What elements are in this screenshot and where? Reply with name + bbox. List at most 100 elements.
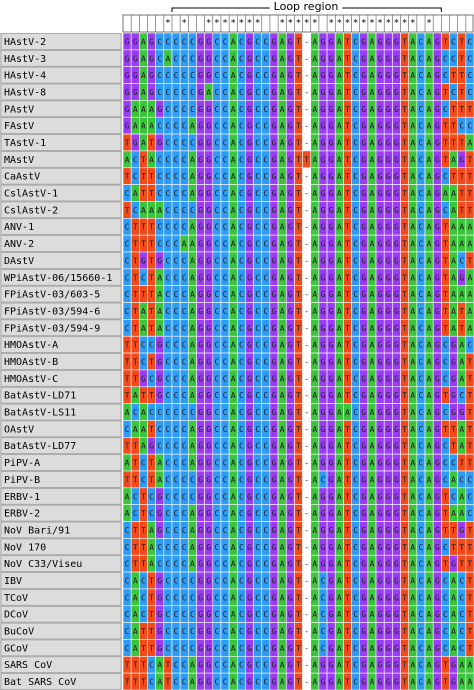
name-cell bbox=[0, 218, 122, 236]
name-cell bbox=[0, 252, 122, 269]
sequence-name: PiPV-B bbox=[4, 475, 40, 486]
name-cell bbox=[0, 302, 122, 320]
sequence-name: BatAstV-LD71 bbox=[4, 391, 76, 402]
name-cell bbox=[0, 555, 122, 572]
conservation-marks: * * ******* ***** *********** * bbox=[124, 19, 472, 29]
sequence-name: HMOAstV-C bbox=[4, 374, 58, 385]
sequence-name: HAstV-8 bbox=[4, 87, 46, 98]
sequence: GAAACCCCAGGCCACGCCGAGT-AGGATCGAGGGTACAGT… bbox=[125, 122, 473, 131]
name-cell bbox=[0, 66, 122, 84]
name-cell bbox=[0, 49, 122, 67]
sequence: TTAGCCCCAGGCCACGCCGAGT-AGGATCGAGGGTACAGC… bbox=[125, 442, 473, 451]
name-cell bbox=[0, 589, 122, 606]
sequence-name: SARS CoV bbox=[4, 660, 52, 671]
sequence-name: PAstV bbox=[4, 104, 34, 115]
sequence: CTTTCCCAAGGCCACGCCGAGT-AGGATCGAGGGTACAGT… bbox=[125, 240, 473, 249]
name-cell bbox=[0, 83, 122, 101]
sequence: ACTCGCCCAGGCCACGCCGAGT-AGGATCGAGGGTACAGT… bbox=[125, 509, 473, 518]
sequence-name: Bat SARS CoV bbox=[4, 677, 76, 688]
sequence: TTCTACCCCGGCCACGCCGAGT-ACGATCGAGGGTACAGC… bbox=[125, 475, 473, 484]
sequence-name: HMOAstV-A bbox=[4, 340, 58, 351]
name-cell bbox=[0, 353, 122, 370]
sequence: CTCTACCCAGGCCACGCCGAGT-AGGATCGAGGGTACAGT… bbox=[125, 273, 473, 282]
name-cell bbox=[0, 622, 122, 640]
header-strip bbox=[122, 14, 474, 33]
sequence-name: TCoV bbox=[4, 593, 28, 604]
name-cell bbox=[0, 437, 122, 455]
name-cell bbox=[0, 336, 122, 353]
sequence-name: ERBV-2 bbox=[4, 509, 40, 520]
name-cell bbox=[0, 521, 122, 539]
name-cell bbox=[0, 572, 122, 589]
sequence: CTTACCCCAGGCCACGCCGAGT-AGGATCGAGGGTACAGC… bbox=[125, 543, 473, 552]
sequence: TTCCGCCCAGGCCACGCCGAGT-AGGATCGAGGGTACAGC… bbox=[125, 341, 473, 350]
sequence-name: HAstV-4 bbox=[4, 71, 46, 82]
sequence: CTTTCCCCAGGCCACGCCGAGT-AGGATCGAGGGTACAGT… bbox=[125, 223, 473, 232]
name-cell bbox=[0, 167, 122, 185]
sequence-name: ANV-2 bbox=[4, 239, 34, 250]
loop-title: Loop region bbox=[274, 0, 339, 13]
sequence-name: DCoV bbox=[4, 610, 28, 621]
name-cell bbox=[0, 454, 122, 471]
sequence: CATTCCCCAGGCCACGCCGAGT-AGGATCGAGGGTACAGA… bbox=[125, 189, 473, 198]
name-cell bbox=[0, 656, 122, 674]
name-cell bbox=[0, 487, 122, 505]
sequence-name: NoV 170 bbox=[4, 542, 46, 553]
sequence: GGAGCCCCCGGCCACGCCGAGT-AGGATCGAGGGTACAGC… bbox=[125, 71, 473, 80]
sequence-name: GCoV bbox=[4, 643, 28, 654]
sequence-name: NoV C33/Viseu bbox=[4, 559, 82, 570]
name-cell bbox=[0, 538, 122, 556]
name-cell bbox=[0, 420, 122, 438]
sequence-name: CslAstV-1 bbox=[4, 189, 58, 200]
sequence: GGAGCCCCCGGCCACGCCGAGT-AGGATCGAGGGTACAGT… bbox=[125, 37, 473, 46]
name-cell bbox=[0, 184, 122, 202]
sequence: TTCTGCCCAGGCCACGCCGAGT-AGGATCGAGGGTACAGC… bbox=[125, 358, 473, 367]
sequence-name: HMOAstV-B bbox=[4, 357, 58, 368]
sequence: CTTTACCCAGGCCACGCCGAGT-AGGATCGAGGGTACAGT… bbox=[125, 290, 473, 299]
sequence: ACTCGCCCCGGCCACGCCGAGT-AGGATCGAGGGTACAGT… bbox=[125, 492, 473, 501]
sequence-name: IBV bbox=[4, 576, 22, 587]
sequence-name: BatAstV-LS11 bbox=[4, 408, 76, 419]
sequence-name: BuCoV bbox=[4, 627, 34, 638]
sequence: TTTCATCCAGGCCACGCCGAGT-AGGATCGAGGGTACAGT… bbox=[125, 661, 473, 670]
name-cell bbox=[0, 386, 122, 404]
name-cell bbox=[0, 117, 122, 134]
bracket-line bbox=[342, 7, 442, 12]
name-cell bbox=[0, 201, 122, 219]
sequence-name: CaAstV bbox=[4, 172, 40, 183]
name-cell bbox=[0, 33, 122, 50]
sequence: ACTACCCCAGGCCACGCCGAGTTAGGATCGAGGGTACAGT… bbox=[125, 155, 473, 164]
sequence: ACACCCCCCGGCCACGCCGAGT-AGGAACGAGGGTACAGC… bbox=[125, 408, 473, 417]
name-cell bbox=[0, 100, 122, 118]
sequence: TATTGCCCAGGCCACGCCGAGT-AGGATCGAGGGTACAGT… bbox=[125, 391, 473, 400]
sequence: CACTGCCCCGGCCACGCCGAGT-ACGATCGAGGGTACAGC… bbox=[125, 593, 473, 602]
sequence: CATTGCCCCGGCCACGCCGAGT-ACGATCGAGGGTACAGC… bbox=[125, 644, 473, 653]
sequence-name: ANV-1 bbox=[4, 222, 34, 233]
sequence: TGATGCCCCGGCCACGCCGAGT-AGGATCGAGGGTACAGT… bbox=[125, 139, 473, 148]
sequence-name: DAstV bbox=[4, 256, 34, 267]
name-cell bbox=[0, 403, 122, 421]
sequence-name: CslAstV-2 bbox=[4, 205, 58, 216]
sequence: TCTTCCCCAGGCCACGCCGAGT-AGGATCGAGGGTACAGC… bbox=[125, 172, 473, 181]
name-cell bbox=[0, 370, 122, 387]
sequence: CTGTGCCCAGGCCACGCCGAGT-AGGATCGAGGGTACAGT… bbox=[125, 256, 473, 265]
name-cell bbox=[0, 639, 122, 657]
sequence: ATCTACCCAGGCCACGCCGAGT-AGGATCGAGGGTACAGC… bbox=[125, 459, 473, 468]
name-cell bbox=[0, 605, 122, 623]
sequence-name: BatAstV-LD77 bbox=[4, 441, 76, 452]
sequence: CAATCCCCAGGCCACGCCGAGT-AGGATCGAGGGTACAGT… bbox=[125, 425, 473, 434]
sequence: GGAGCCCCCGACCACGCCGAGT-AGGATCGAGGGTACAGT… bbox=[125, 88, 473, 97]
sequence-name: FPiAstV-03/603-5 bbox=[4, 290, 100, 301]
name-cell bbox=[0, 151, 122, 168]
sequence: CACTGCCCCGGCCACGCCGAGT-ACGATCGAGGGTACAGC… bbox=[125, 610, 473, 619]
sequence: GAAAGCCCCGGCCACGCCGAGT-AGGATCGAGGGTACAGC… bbox=[125, 105, 473, 114]
sequence-name: HAstV-3 bbox=[4, 54, 46, 65]
loop-bracket bbox=[171, 7, 442, 12]
name-cell bbox=[0, 319, 122, 337]
sequence-name: TAstV-1 bbox=[4, 138, 46, 149]
sequence: TCAAACCCCGGCCACGCCGAGT-AGGATCGAGGGTACAGC… bbox=[125, 206, 473, 215]
sequence: TTGCGCCCAGGCCACGCCGAGT-AGGATCGAGGGTACAGC… bbox=[125, 374, 473, 383]
sequence-name: PiPV-A bbox=[4, 458, 40, 469]
name-cell bbox=[0, 235, 122, 252]
